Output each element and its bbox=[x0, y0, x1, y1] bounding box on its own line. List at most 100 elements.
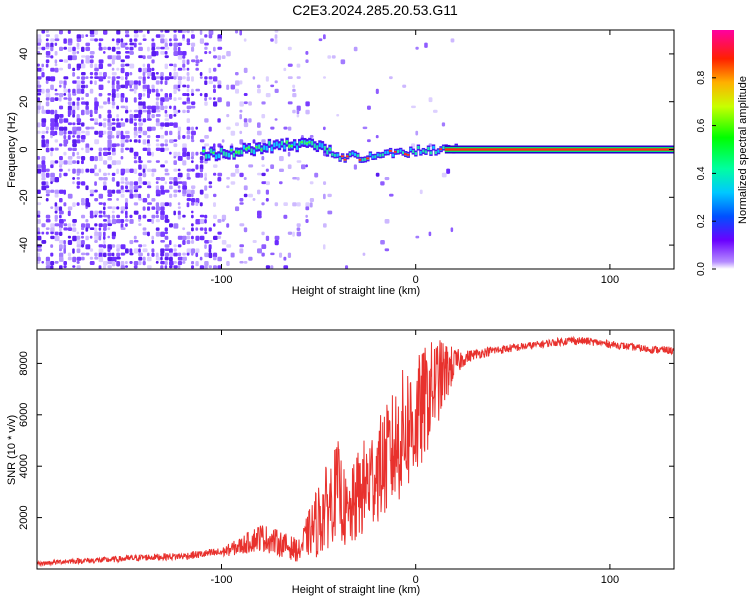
noise-cell bbox=[327, 55, 332, 59]
noise-cell bbox=[116, 261, 121, 267]
noise-cell bbox=[125, 55, 130, 59]
noise-cell bbox=[243, 227, 248, 233]
noise-cell bbox=[160, 185, 165, 190]
noise-cell bbox=[164, 76, 170, 81]
noise-cell bbox=[155, 193, 161, 197]
noise-cell bbox=[155, 105, 160, 110]
noise-cell bbox=[45, 214, 51, 219]
noise-cell bbox=[415, 46, 419, 50]
noise-cell bbox=[54, 63, 58, 67]
noise-cell bbox=[50, 189, 55, 193]
noise-cell bbox=[204, 219, 207, 224]
noise-cell bbox=[138, 67, 142, 73]
snr-y-tick-label: 8000 bbox=[18, 351, 30, 375]
noise-cell bbox=[138, 198, 143, 201]
noise-cell bbox=[85, 206, 88, 210]
noise-cell bbox=[138, 101, 143, 106]
noise-cell bbox=[155, 46, 161, 50]
noise-cell bbox=[204, 214, 208, 219]
noise-cell bbox=[177, 168, 181, 172]
noise-cell bbox=[59, 97, 62, 102]
noise-cell bbox=[45, 143, 49, 148]
noise-cell bbox=[138, 139, 141, 144]
noise-cell bbox=[76, 84, 81, 90]
noise-cell bbox=[41, 156, 46, 161]
noise-cell bbox=[54, 59, 58, 64]
noise-cell bbox=[292, 109, 296, 114]
noise-cell bbox=[63, 130, 67, 135]
noise-cell bbox=[133, 151, 139, 157]
noise-cell bbox=[239, 114, 242, 120]
noise-cell bbox=[243, 93, 248, 97]
noise-cell bbox=[155, 206, 161, 211]
noise-cell bbox=[37, 256, 41, 262]
noise-cell bbox=[107, 193, 113, 197]
noise-cell bbox=[81, 223, 86, 229]
noise-cell bbox=[177, 202, 181, 206]
noise-cell bbox=[186, 118, 191, 124]
signal-band-core bbox=[293, 141, 296, 146]
noise-cell bbox=[164, 181, 168, 185]
noise-cell bbox=[94, 227, 98, 232]
noise-cell bbox=[54, 235, 60, 242]
noise-cell bbox=[169, 38, 172, 42]
noise-cell bbox=[89, 88, 94, 94]
noise-cell bbox=[155, 97, 160, 101]
colorbar-label: Normalized spectral amplitude bbox=[737, 76, 749, 224]
noise-cell bbox=[160, 51, 166, 55]
noise-cell bbox=[323, 193, 326, 200]
noise-cell bbox=[63, 80, 67, 86]
noise-cell bbox=[151, 206, 156, 210]
noise-cell bbox=[191, 185, 196, 189]
noise-cell bbox=[160, 240, 165, 243]
noise-cell bbox=[67, 160, 73, 165]
noise-cell bbox=[50, 109, 55, 115]
noise-cell bbox=[50, 177, 56, 183]
noise-cell bbox=[142, 227, 147, 231]
noise-cell bbox=[402, 84, 407, 88]
noise-cell bbox=[63, 265, 67, 269]
noise-cell bbox=[107, 261, 113, 265]
noise-cell bbox=[138, 172, 143, 177]
spectrogram-x-axis-label: Height of straight line (km) bbox=[292, 285, 420, 297]
noise-cell bbox=[107, 206, 113, 209]
noise-cell bbox=[191, 135, 194, 140]
noise-cell bbox=[98, 202, 103, 205]
noise-cell bbox=[151, 168, 157, 173]
carrier-band-core bbox=[444, 148, 674, 151]
noise-cell bbox=[151, 88, 156, 93]
signal-band-core bbox=[280, 140, 284, 146]
noise-cell bbox=[151, 219, 155, 224]
noise-cell bbox=[133, 235, 137, 240]
noise-cell bbox=[133, 80, 139, 85]
noise-cell bbox=[59, 227, 62, 232]
noise-cell bbox=[177, 185, 181, 189]
noise-cell bbox=[111, 84, 115, 90]
noise-cell bbox=[265, 93, 271, 98]
noise-cell bbox=[151, 235, 155, 240]
noise-cell bbox=[199, 76, 203, 79]
noise-cell bbox=[208, 244, 212, 250]
noise-cell bbox=[235, 122, 239, 127]
noise-cell bbox=[257, 210, 262, 216]
noise-cell bbox=[94, 181, 97, 186]
noise-cell bbox=[160, 80, 163, 85]
noise-cell bbox=[120, 244, 126, 250]
noise-cell bbox=[177, 84, 181, 89]
noise-cell bbox=[85, 109, 90, 115]
noise-cell bbox=[98, 265, 102, 269]
noise-cell bbox=[138, 223, 142, 226]
noise-cell bbox=[45, 189, 51, 194]
noise-cell bbox=[85, 59, 91, 64]
noise-cell bbox=[72, 177, 76, 180]
noise-cell bbox=[45, 126, 50, 131]
noise-cell bbox=[186, 101, 191, 104]
noise-cell bbox=[155, 88, 159, 94]
noise-cell bbox=[103, 46, 107, 51]
noise-cell bbox=[76, 181, 81, 185]
noise-cell bbox=[37, 46, 42, 50]
noise-cell bbox=[37, 67, 42, 72]
noise-cell bbox=[120, 193, 125, 198]
noise-cell bbox=[76, 46, 80, 50]
noise-cell bbox=[129, 72, 133, 76]
